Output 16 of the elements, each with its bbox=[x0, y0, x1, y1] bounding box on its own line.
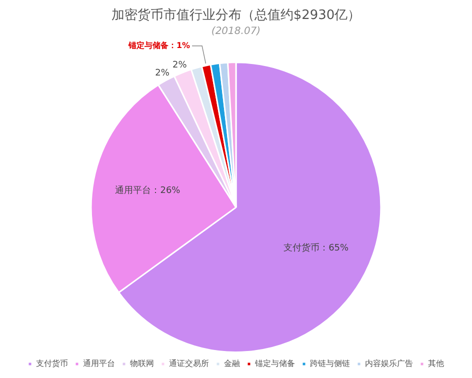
legend-label: 跨链与侧链 bbox=[310, 359, 350, 368]
data-label: 锚定与储备：1% bbox=[127, 40, 190, 50]
data-label: 2% bbox=[155, 68, 170, 79]
legend-label: 其他 bbox=[428, 359, 444, 368]
data-label: 通用平台：26% bbox=[115, 184, 181, 196]
data-label: 2% bbox=[172, 60, 188, 70]
chart-title: 加密货币市值行业分布（总值约$2930亿） bbox=[111, 8, 361, 24]
legend-label: 物联网 bbox=[130, 359, 154, 368]
legend-label: 通用平台 bbox=[83, 359, 115, 368]
legend-label: 支付货币 bbox=[36, 359, 68, 368]
legend-label: 通证交易所 bbox=[169, 359, 209, 368]
legend-label: 内容娱乐广告 bbox=[365, 359, 413, 368]
chart-subtitle: (2018.07) bbox=[211, 26, 261, 38]
data-label: 支付货币：65% bbox=[284, 242, 350, 254]
legend-label: 金融 bbox=[224, 359, 240, 368]
legend-label: 锚定与储备 bbox=[254, 359, 295, 368]
